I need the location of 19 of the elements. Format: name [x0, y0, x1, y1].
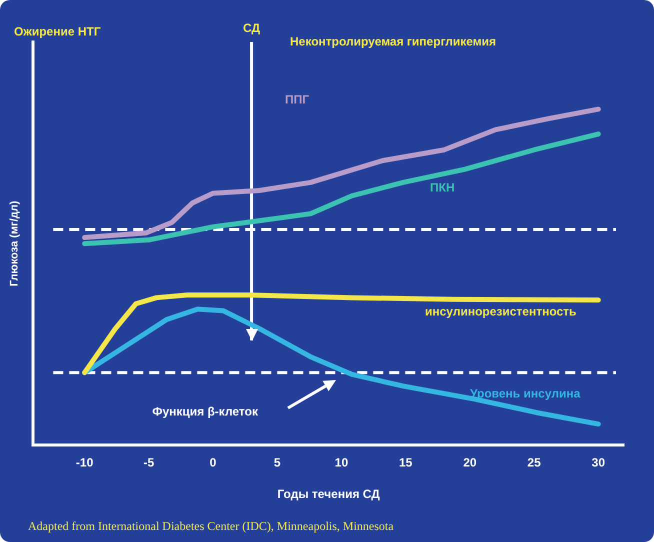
x-tick-label: 5: [274, 456, 281, 470]
x-tick-label: 25: [527, 456, 542, 470]
x-axis-title: Годы течения СД: [277, 487, 380, 502]
x-tick-label: 0: [210, 456, 217, 470]
text: Adapted from International Diabetes Center (IDC), Minneapolis, Minnesota: [28, 519, 394, 534]
x-tick-label: 30: [592, 456, 606, 470]
x-tick-label: -5: [143, 456, 154, 470]
x-tick-label: -10: [76, 456, 94, 470]
text: Ожирение НТГ: [14, 24, 101, 38]
annotation: Функция β-клеток: [152, 404, 259, 418]
x-tick-label: 20: [463, 456, 477, 470]
text: Неконтролируемая гипергликемия: [290, 34, 496, 48]
series-label: ПКН: [430, 180, 455, 194]
ref-line-label: СД: [243, 21, 261, 35]
x-tick-label: 10: [334, 456, 348, 470]
x-tick-label: 15: [398, 456, 413, 470]
text: ППГ: [285, 92, 310, 106]
series-label: инсулинорезистентность: [425, 304, 576, 318]
y-axis-title: Глюкоза (мг/дл): [8, 200, 21, 286]
